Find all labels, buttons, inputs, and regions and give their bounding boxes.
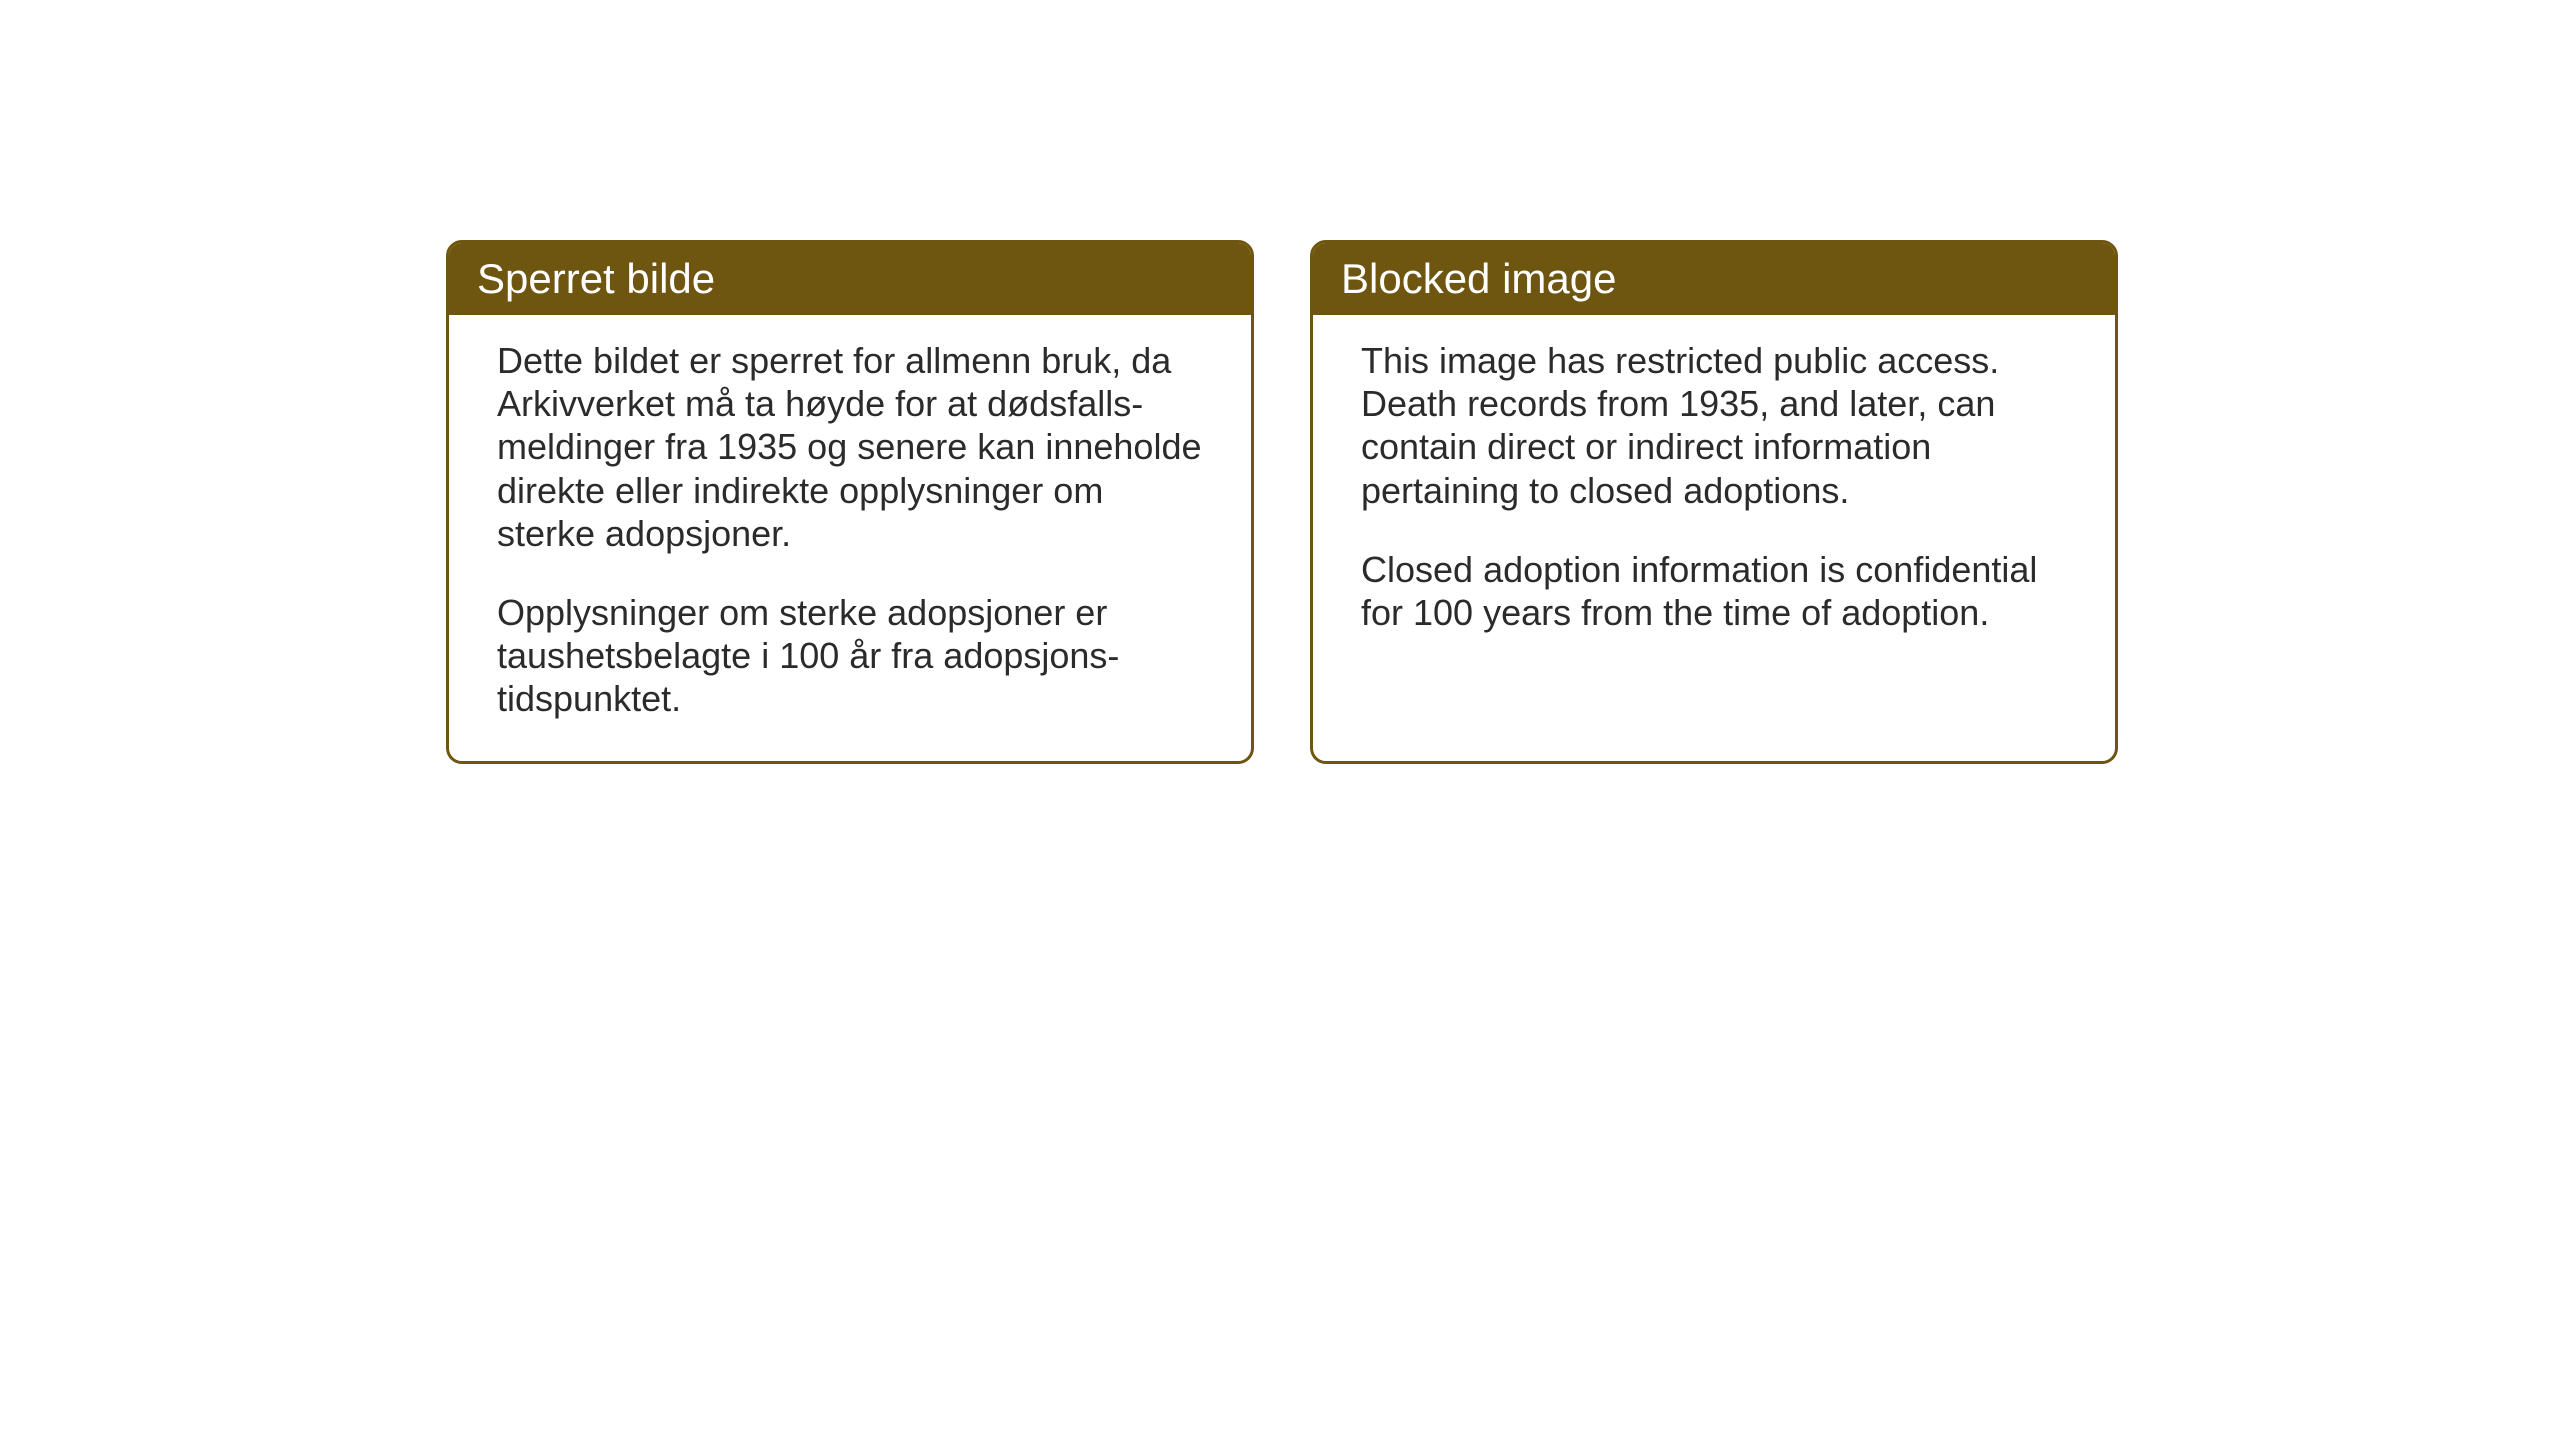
english-card-body: This image has restricted public access.… — [1313, 315, 2115, 674]
norwegian-card-body: Dette bildet er sperret for allmenn bruk… — [449, 315, 1251, 761]
norwegian-paragraph-1: Dette bildet er sperret for allmenn bruk… — [497, 339, 1203, 555]
english-card-title: Blocked image — [1313, 243, 2115, 315]
notice-cards-container: Sperret bilde Dette bildet er sperret fo… — [446, 240, 2118, 764]
english-paragraph-1: This image has restricted public access.… — [1361, 339, 2067, 512]
norwegian-card-title: Sperret bilde — [449, 243, 1251, 315]
norwegian-paragraph-2: Opplysninger om sterke adopsjoner er tau… — [497, 591, 1203, 721]
english-paragraph-2: Closed adoption information is confident… — [1361, 548, 2067, 634]
norwegian-notice-card: Sperret bilde Dette bildet er sperret fo… — [446, 240, 1254, 764]
english-notice-card: Blocked image This image has restricted … — [1310, 240, 2118, 764]
